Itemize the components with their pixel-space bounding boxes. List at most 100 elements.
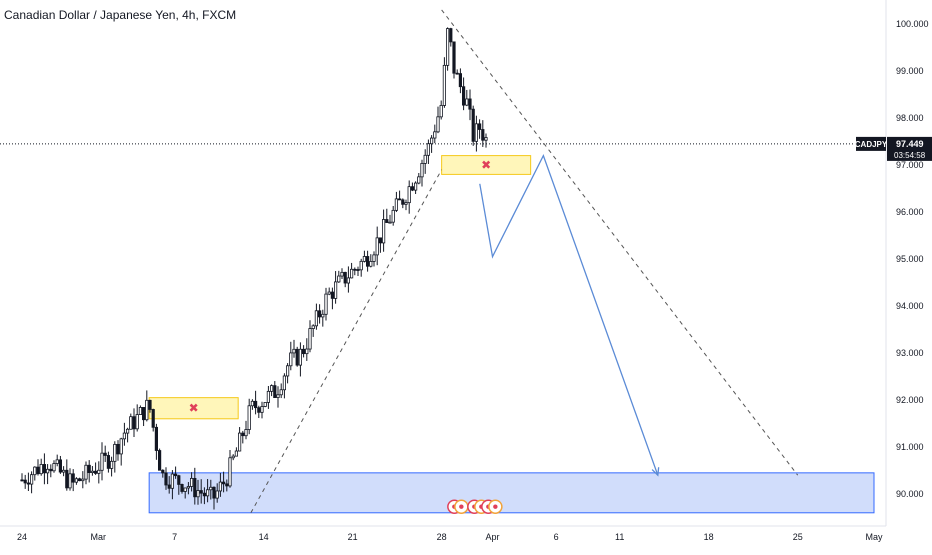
candle-bull	[46, 468, 50, 474]
price-axis-label: 93.000	[896, 348, 924, 358]
candle-bull	[276, 394, 280, 398]
countdown-label: 03:54:58	[894, 151, 926, 160]
candle-bear	[167, 484, 171, 489]
zone-marker-x: ✖	[481, 158, 491, 172]
price-axis-label: 98.000	[896, 113, 924, 123]
candle-bull	[340, 271, 344, 277]
candle-bull	[244, 429, 248, 437]
candle-bull	[135, 414, 139, 430]
candle-bull	[234, 450, 238, 457]
zone-support	[148, 472, 875, 514]
candle-bull	[282, 375, 287, 391]
candle-bear	[151, 409, 155, 428]
candle-bear	[103, 452, 107, 456]
candle-bull	[113, 443, 117, 462]
candle-bull	[346, 277, 351, 284]
time-axis-label: 18	[704, 532, 714, 542]
time-axis-label: 11	[615, 532, 624, 542]
candle-bull	[426, 143, 431, 156]
candle-bear	[154, 426, 158, 451]
candle-bull	[298, 348, 303, 366]
candle-bear	[26, 482, 31, 485]
candle-bull	[33, 466, 37, 476]
candle-bear	[449, 28, 453, 43]
candle-bear	[257, 407, 261, 413]
candle-bear	[253, 400, 258, 409]
candle-bull	[90, 470, 94, 474]
candle-bull	[269, 385, 274, 392]
candle-bull	[423, 154, 427, 164]
symbol-tag	[856, 136, 886, 151]
candle-bull	[445, 28, 450, 66]
candle-bull	[126, 428, 130, 434]
candle-bull	[285, 365, 290, 377]
candle-bear	[481, 129, 485, 141]
time-axis-label: 24	[17, 532, 27, 542]
time-axis-label: 21	[348, 532, 358, 542]
trend-line-1	[250, 169, 443, 514]
candle-bear	[71, 473, 75, 483]
candle-bull	[391, 209, 395, 223]
candle-bear	[148, 399, 152, 410]
economic-event-dot	[493, 504, 498, 509]
candle-bear	[106, 455, 110, 469]
price-axis-label: 90.000	[896, 489, 924, 499]
candle-bull	[388, 221, 392, 224]
candle-bull	[260, 406, 264, 413]
candle-bear	[42, 464, 47, 474]
candle-bear	[65, 469, 69, 489]
economic-event-dot	[459, 504, 464, 509]
candle-bull	[349, 268, 354, 279]
candle-bull	[324, 293, 328, 315]
time-axis-label: Apr	[485, 532, 499, 542]
candle-bull	[55, 459, 59, 464]
candle-bull	[359, 260, 363, 271]
candle-bull	[429, 137, 434, 145]
candle-bull	[81, 478, 85, 482]
price-axis-label: 97.000	[896, 160, 924, 170]
candle-bull	[209, 486, 213, 491]
candle-bear	[397, 198, 402, 201]
candle-bear	[94, 470, 98, 474]
candle-bull	[305, 348, 309, 355]
candle-bear	[23, 479, 27, 484]
time-axis-label: 6	[554, 532, 559, 542]
symbol-tag-label: CADJPY	[855, 140, 888, 149]
candle-bull	[279, 389, 283, 396]
candle-bull	[231, 455, 235, 459]
candle-bear	[141, 407, 146, 421]
candle-bull	[311, 325, 315, 329]
projection-path	[479, 153, 659, 476]
candle-bear	[164, 472, 168, 486]
time-axis-label: 25	[793, 532, 803, 542]
candle-bull	[119, 438, 123, 455]
candle-bull	[29, 474, 34, 485]
candle-bull	[308, 328, 312, 350]
chart-title: Canadian Dollar / Japanese Yen, 4h, FXCM	[4, 8, 237, 22]
candle-bear	[295, 348, 299, 366]
candle-bear	[225, 483, 229, 487]
candle-bull	[321, 313, 325, 318]
candle-bull	[122, 432, 126, 440]
candle-bull	[39, 464, 43, 475]
trend-line-2	[441, 9, 799, 476]
candle-bear	[317, 310, 322, 318]
candle-bull	[218, 481, 222, 492]
price-axis-background	[886, 0, 932, 550]
candle-bear	[378, 237, 383, 244]
candle-bull	[138, 407, 142, 415]
price-axis-label: 95.000	[896, 254, 924, 264]
candle-bear	[455, 72, 459, 75]
candle-bull	[100, 452, 104, 471]
time-axis-label: 14	[259, 532, 269, 542]
candle-bear	[78, 478, 82, 482]
candle-bull	[215, 490, 219, 499]
price-axis-label: 92.000	[896, 395, 924, 405]
candle-bull	[110, 460, 114, 469]
candle-bear	[161, 469, 165, 474]
candle-bear	[477, 123, 482, 130]
candle-bull	[369, 261, 373, 267]
candle-bull	[442, 64, 447, 106]
candle-bull	[372, 254, 376, 262]
